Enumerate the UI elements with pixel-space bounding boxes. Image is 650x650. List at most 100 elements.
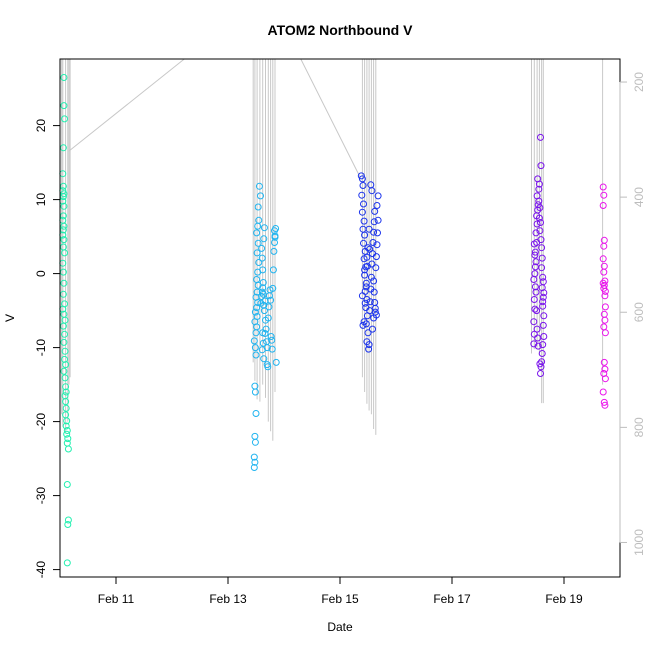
data-point-2024-02-13-35: [259, 284, 267, 292]
data-point-2024-02-19-43: [534, 342, 542, 350]
data-point-2024-02-19-54: [539, 298, 547, 306]
data-point-2024-02-13-45: [260, 224, 268, 232]
data-point-2024-02-13-51: [262, 325, 270, 333]
y-tick-label-5: 10: [34, 193, 48, 207]
data-point-2024-02-10-41: [63, 417, 71, 425]
secondary-tick-label-3: 800: [632, 417, 646, 437]
data-point-2024-02-13-40: [259, 279, 267, 286]
data-point-2024-02-19-20: [536, 204, 544, 212]
data-point-2024-02-15-23: [365, 341, 373, 349]
data-point-2024-02-19-32: [539, 293, 547, 301]
x-tick-label-0: Feb 11: [98, 592, 135, 606]
data-point-2024-02-13-8: [252, 351, 260, 359]
data-point-2024-02-13-38: [260, 307, 268, 315]
data-point-2024-02-15-33: [371, 207, 379, 215]
secondary-tick-label-1: 400: [632, 187, 646, 207]
data-point-2024-02-10-1: [60, 102, 68, 110]
data-point-2024-02-15-53: [359, 321, 367, 329]
data-point-2024-02-13-26: [253, 229, 261, 237]
data-point-2024-02-15-50: [362, 283, 370, 291]
data-point-2024-02-19-25: [537, 133, 544, 141]
data-point-2024-02-19-48: [531, 263, 539, 271]
data-point-2024-02-19-0: [530, 340, 538, 348]
data-point-2024-02-19-2: [530, 318, 538, 326]
data-point-2024-02-10-10: [60, 202, 68, 210]
data-point-2024-02-13-62: [267, 333, 275, 340]
data-point-2024-02-13-9: [251, 344, 259, 352]
data-point-2024-02-19-3: [531, 305, 539, 313]
data-point-2024-02-19-33: [539, 302, 547, 310]
connector-line: [68, 58, 361, 178]
chart-title: ATOM2 Northbound V: [268, 22, 414, 38]
secondary-tick-label-2: 600: [632, 302, 646, 322]
data-point-2024-02-13-1: [251, 438, 259, 446]
data-point-2024-02-20-24: [599, 279, 607, 287]
data-point-2024-02-13-43: [258, 244, 266, 252]
data-point-2024-02-19-44: [534, 334, 542, 342]
data-point-2024-02-19-41: [537, 370, 544, 377]
data-point-2024-02-13-2: [250, 453, 258, 461]
data-point-2024-02-19-21: [535, 214, 543, 222]
data-point-2024-02-15-27: [367, 273, 375, 281]
data-point-2024-02-13-10: [250, 337, 258, 345]
data-point-2024-02-15-19: [362, 320, 370, 328]
data-point-2024-02-13-58: [265, 303, 273, 311]
data-point-2024-02-19-24: [537, 236, 545, 244]
data-point-2024-02-10-51: [63, 559, 71, 567]
y-tick-label-2: -20: [34, 413, 48, 431]
data-point-2024-02-13-31: [257, 192, 264, 200]
data-point-2024-02-15-22: [365, 345, 373, 353]
data-point-2024-02-19-52: [539, 278, 547, 286]
data-point-2024-02-10-7: [60, 190, 68, 198]
data-point-2024-02-15-8: [361, 231, 369, 239]
data-point-2024-02-10-32: [62, 361, 70, 369]
data-point-2024-02-19-27: [538, 244, 546, 252]
data-point-2024-02-19-34: [540, 312, 548, 320]
secondary-tick-label-4: 1000: [632, 529, 646, 556]
data-point-2024-02-10-45: [64, 435, 72, 443]
data-point-2024-02-15-20: [364, 329, 372, 337]
data-point-2024-02-15-61: [366, 245, 374, 253]
x-tick-label-2: Feb 15: [321, 592, 359, 606]
data-point-2024-02-20-2: [599, 202, 607, 209]
data-point-2024-02-13-63: [268, 336, 276, 344]
data-point-2024-02-13-57: [264, 314, 272, 322]
data-point-2024-02-20-5: [599, 255, 607, 263]
data-point-2024-02-15-54: [369, 325, 376, 333]
y-axis-label: V: [3, 314, 17, 322]
y-axis: -40 -30 -20 -10 0 10 20: [34, 119, 60, 578]
data-point-2024-02-10-16: [60, 236, 68, 244]
data-point-2024-02-10-21: [60, 279, 68, 287]
data-point-2024-02-19-42: [536, 360, 544, 368]
data-point-2024-02-15-35: [370, 288, 378, 296]
y-tick-label-4: 0: [34, 270, 48, 277]
data-point-2024-02-13-52: [261, 330, 269, 337]
data-point-2024-02-20-20: [601, 375, 609, 383]
data-point-2024-02-20-8: [601, 277, 609, 285]
data-point-2024-02-19-26: [537, 162, 545, 170]
data-point-2024-02-13-67: [270, 247, 278, 255]
data-point-2024-02-15-59: [361, 266, 369, 274]
data-point-2024-02-10-46: [63, 439, 71, 447]
data-point-2024-02-20-12: [601, 303, 609, 311]
data-point-2024-02-13-56: [264, 363, 272, 371]
data-point-2024-02-13-65: [269, 284, 277, 292]
data-point-2024-02-15-51: [361, 299, 369, 307]
data-point-2024-02-19-19: [535, 197, 543, 205]
data-point-2024-02-13-24: [253, 249, 261, 257]
data-point-2024-02-15-38: [372, 264, 380, 272]
data-point-2024-02-15-32: [370, 218, 378, 226]
data-point-2024-02-13-11: [252, 329, 260, 337]
data-point-2024-02-19-13: [534, 206, 542, 214]
data-point-2024-02-10-44: [63, 430, 71, 438]
data-point-2024-02-10-34: [61, 374, 69, 382]
data-point-2024-02-19-53: [540, 289, 548, 297]
data-point-2024-02-15-1: [358, 175, 366, 183]
data-point-2024-02-10-30: [61, 347, 69, 355]
data-point-2024-02-13-71: [271, 233, 279, 241]
data-point-2024-02-15-2: [359, 182, 367, 189]
data-point-2024-02-13-16: [253, 304, 261, 312]
x-tick-label-1: Feb 13: [209, 592, 247, 606]
data-point-2024-02-13-29: [254, 203, 262, 211]
